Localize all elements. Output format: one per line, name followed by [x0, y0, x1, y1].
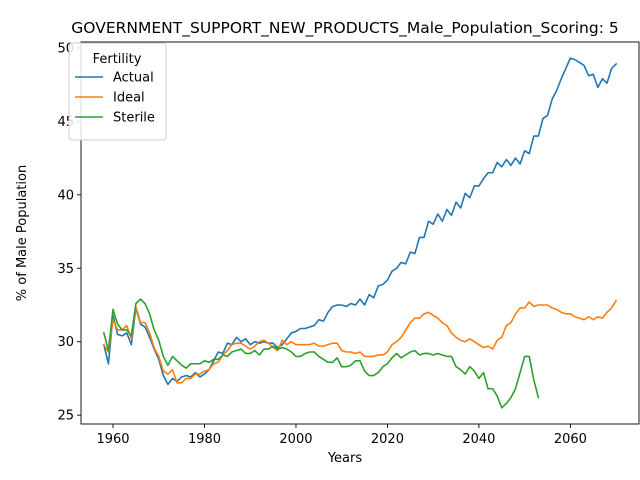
series-group — [102, 57, 618, 409]
y-tick-label: 40 — [57, 188, 74, 203]
legend: Fertility Actual Ideal Sterile — [68, 42, 167, 141]
x-tick-label: 1980 — [188, 432, 221, 447]
series-line-actual — [102, 57, 618, 386]
x-axis-title: Years — [327, 451, 363, 466]
y-axis-title: % of Male Population — [15, 165, 30, 301]
plot-area — [80, 41, 640, 425]
legend-label-sterile: Sterile — [113, 111, 155, 126]
legend-box — [68, 42, 167, 141]
y-tick-label: 35 — [57, 262, 74, 277]
x-tick-label: 2060 — [554, 432, 587, 447]
series-line-ideal — [102, 299, 618, 384]
axes-frame — [80, 41, 640, 425]
x-tick-label: 2000 — [279, 432, 312, 447]
x-tick-label: 2020 — [371, 432, 404, 447]
legend-label-actual: Actual — [113, 71, 154, 86]
x-tick-label: 1960 — [96, 432, 129, 447]
y-tick-label: 30 — [57, 335, 74, 350]
legend-label-ideal: Ideal — [113, 91, 145, 106]
x-tick-label: 2040 — [462, 432, 495, 447]
series-line-sterile — [102, 298, 540, 409]
x-axis: 1960 1980 2000 2020 2040 2060 — [96, 424, 587, 447]
legend-title: Fertility — [93, 52, 142, 67]
y-tick-label: 25 — [57, 409, 74, 424]
chart-title: GOVERNMENT_SUPPORT_NEW_PRODUCTS_Male_Pop… — [71, 19, 618, 38]
